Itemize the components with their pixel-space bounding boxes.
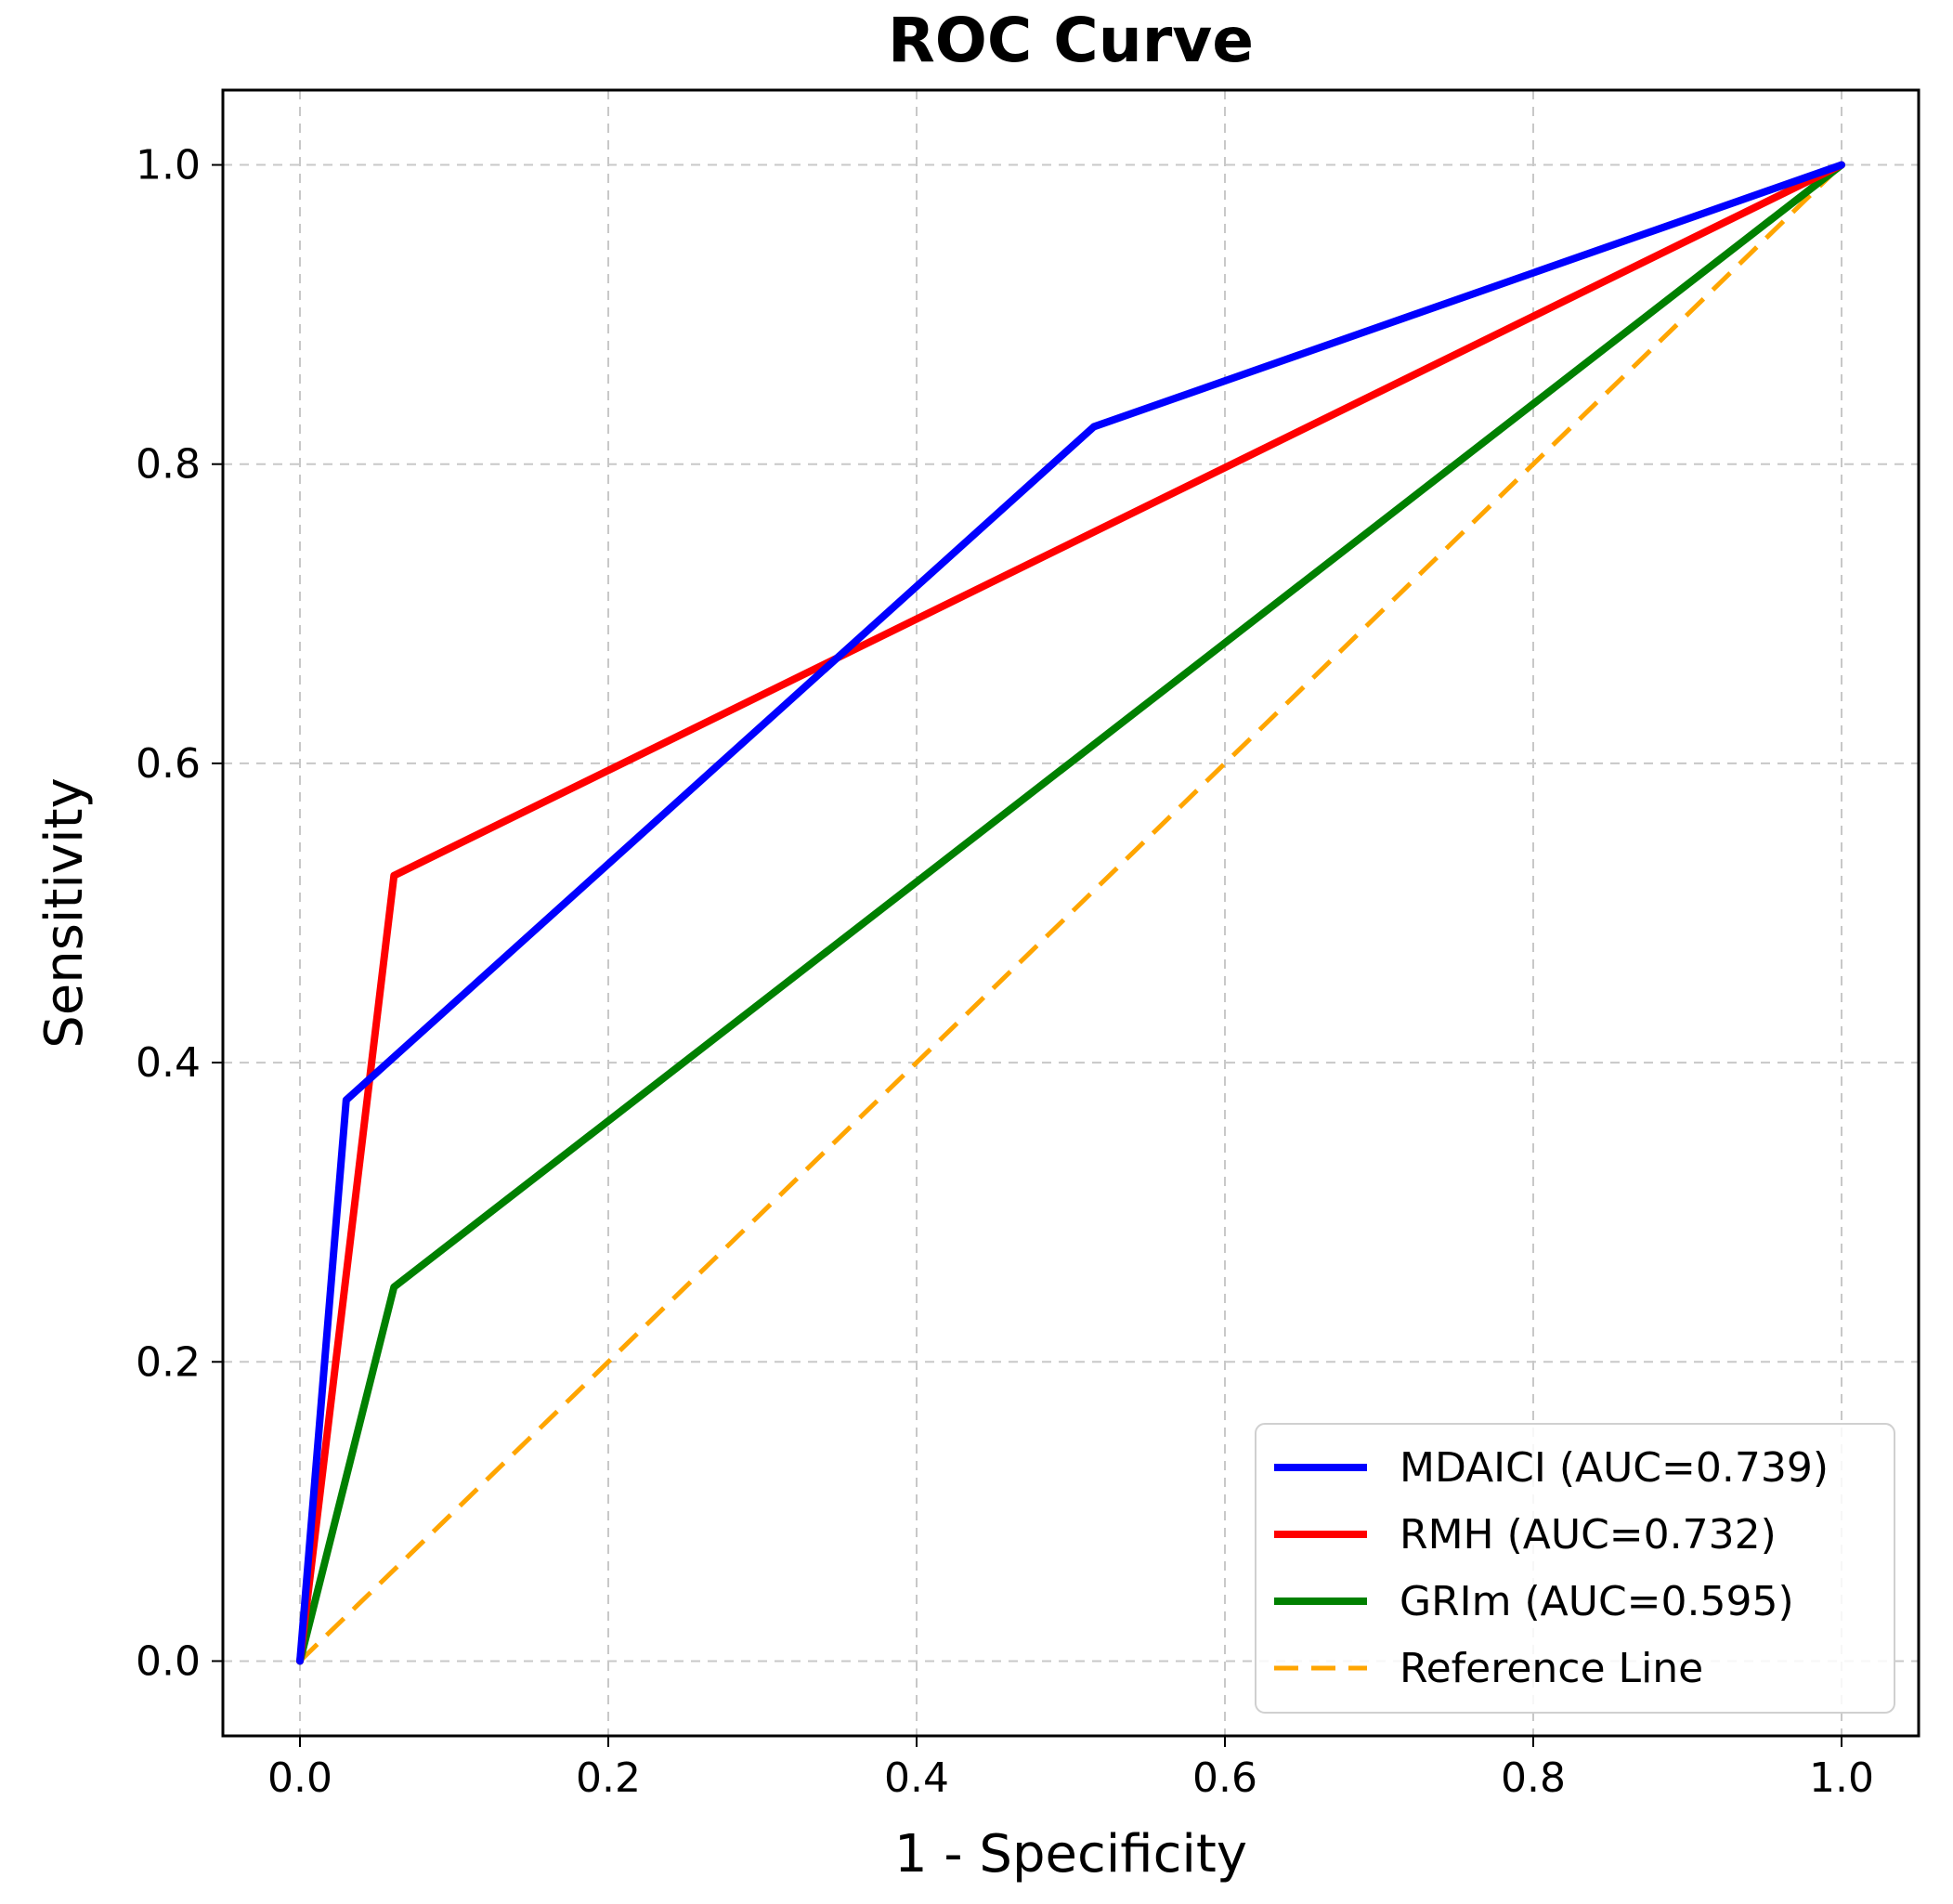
series-line-grim [296, 161, 1845, 1665]
series-line-rmh [296, 161, 1845, 1665]
chart-title: ROC Curve [888, 5, 1254, 76]
legend-box [1255, 1423, 1895, 1714]
y-tick-label: 0.6 [136, 740, 201, 788]
x-tick-label: 1.0 [1809, 1754, 1874, 1802]
tick-layer: 0.0 0.2 0.4 0.6 0.8 1.0 0.0 0.2 0.4 0.6 0.8 1.0 [136, 142, 1874, 1802]
plot-frame [221, 88, 1920, 1738]
y-tick-label: 0.8 [136, 441, 201, 489]
legend: MDAICI (AUC=0.739) RMH (AUC=0.732) GRIm (A… [1255, 1423, 1895, 1714]
series-line-mdaici [296, 161, 1845, 1665]
y-tick-label: 0.2 [136, 1338, 201, 1386]
y-tick-label: 0.0 [136, 1637, 201, 1685]
series-line-reference [298, 163, 1843, 1663]
y-axis-label: Sensitivity [34, 777, 95, 1049]
x-tick-label: 0.8 [1501, 1754, 1566, 1802]
x-tick-label: 0.4 [884, 1754, 949, 1802]
series-layer [296, 161, 1845, 1665]
y-tick-label: 1.0 [136, 142, 201, 189]
x-axis-label: 1 - Specificity [894, 1824, 1247, 1884]
y-tick-label: 0.4 [136, 1039, 201, 1087]
legend-label: Reference Line [1400, 1645, 1703, 1692]
legend-label: RMH (AUC=0.732) [1400, 1511, 1777, 1558]
x-tick-label: 0.0 [267, 1754, 332, 1802]
x-tick-label: 0.6 [1192, 1754, 1257, 1802]
legend-label: GRIm (AUC=0.595) [1400, 1578, 1794, 1625]
legend-label: MDAICI (AUC=0.739) [1400, 1444, 1829, 1492]
x-tick-label: 0.2 [576, 1754, 641, 1802]
